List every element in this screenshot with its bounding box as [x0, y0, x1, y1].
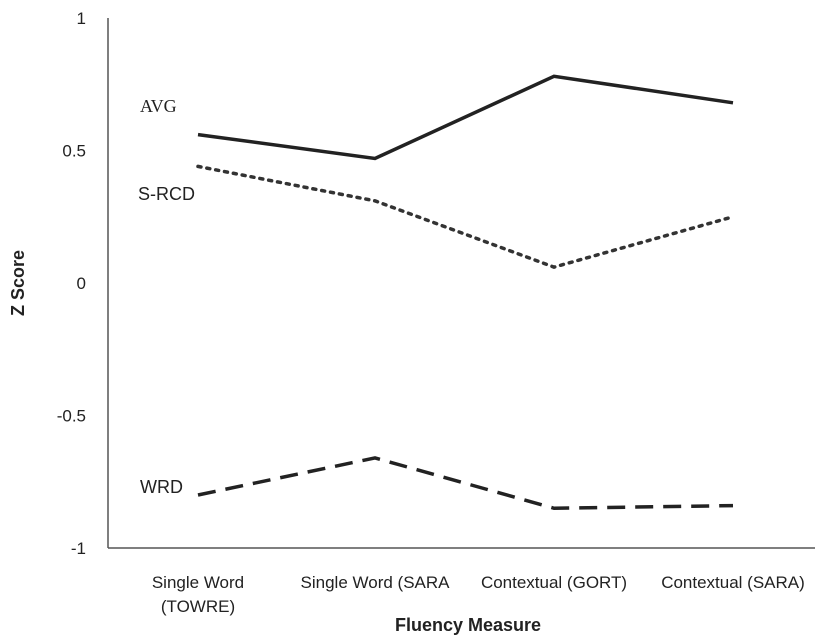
y-tick-label: -0.5 — [57, 407, 86, 426]
y-tick-label: 1 — [77, 9, 86, 28]
x-tick-label: Contextual (SARA) — [661, 573, 805, 592]
series-label-avg: AVG — [140, 96, 177, 116]
y-tick-label: 0.5 — [62, 142, 86, 161]
series-lines — [196, 74, 735, 511]
x-tick-label: Single Word (SARA — [301, 573, 451, 592]
y-tick-labels: 1 0.5 0 -0.5 -1 — [57, 9, 86, 558]
series-line-wrd — [197, 456, 734, 511]
series-label-wrd: WRD — [140, 477, 183, 497]
series-line-avg — [197, 74, 734, 161]
y-tick-label: 0 — [77, 274, 86, 293]
x-tick-label-line2: (TOWRE) — [161, 597, 235, 616]
x-tick-label: Contextual (GORT) — [481, 573, 627, 592]
series-line-s-rcd — [196, 164, 735, 269]
x-axis-title: Fluency Measure — [395, 615, 541, 635]
x-tick-label: Single Word — [152, 573, 244, 592]
series-label-s-rcd: S-RCD — [138, 184, 195, 204]
series-labels: AVG S-RCD WRD — [138, 96, 195, 497]
y-tick-label: -1 — [71, 539, 86, 558]
x-tick-labels: Single Word (TOWRE) Single Word (SARA Conte… — [152, 573, 805, 616]
y-axis-title: Z Score — [8, 250, 28, 316]
